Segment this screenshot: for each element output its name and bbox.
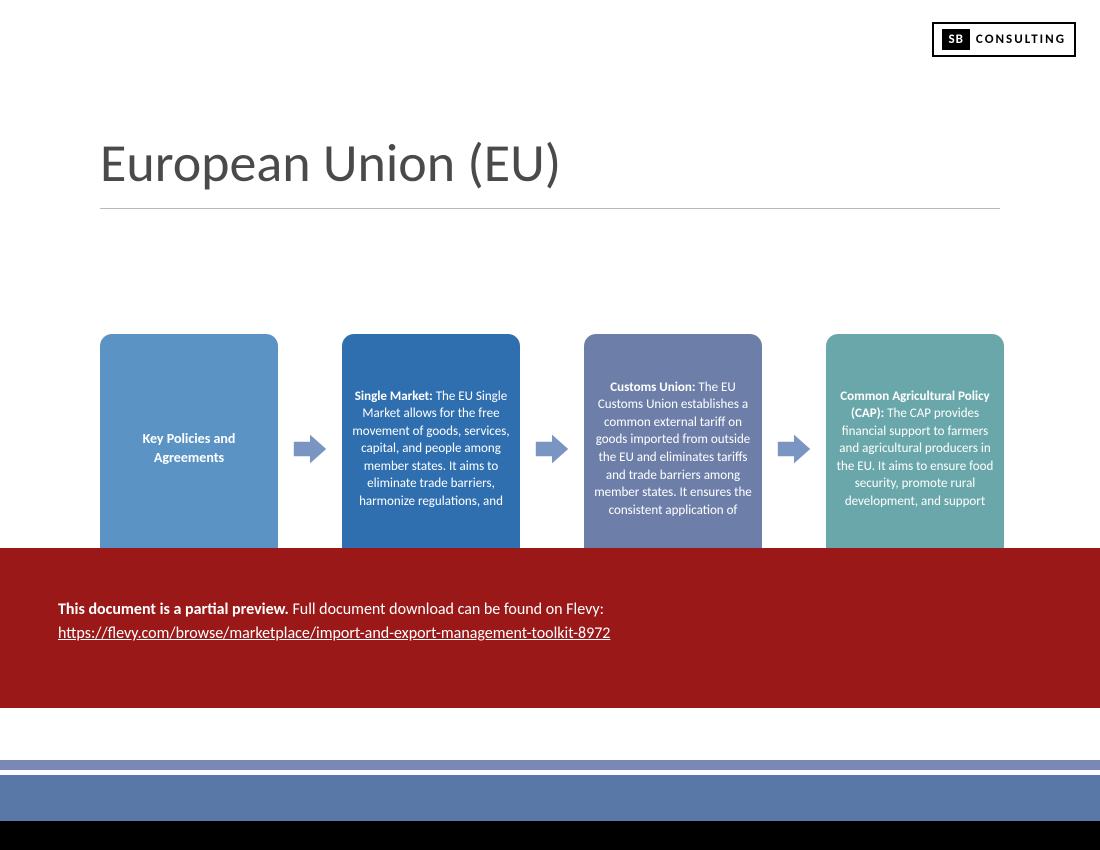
banner-link[interactable]: https://flevy.com/browse/marketplace/imp… [58,624,610,643]
page-title: European Union (EU) [100,130,561,196]
banner-line-1: This document is a partial preview. Full… [58,598,1042,622]
flow-card-cap: Common Agricultural Policy (CAP): The CA… [826,334,1004,564]
flow-card-customs-union: Customs Union: The EU Customs Union esta… [584,334,762,564]
card-title: Key Policies and Agreements [110,430,268,468]
title-divider [100,208,1000,209]
arrow-icon [776,431,812,467]
arrow-icon [534,431,570,467]
brand-logo: SB CONSULTING [932,22,1076,57]
card-text: Common Agricultural Policy (CAP): The CA… [836,388,994,511]
logo-badge: SB [942,29,969,50]
preview-banner: This document is a partial preview. Full… [0,548,1100,708]
footer-stripe-thick [0,775,1100,821]
flow-card-key-policies: Key Policies and Agreements [100,334,278,564]
card-text: Customs Union: The EU Customs Union esta… [594,379,752,519]
arrow-icon [292,431,328,467]
policy-flow: Key Policies and Agreements Single Marke… [100,334,1004,564]
logo-text: CONSULTING [976,32,1066,47]
footer-black-bar [0,821,1100,850]
card-text: Single Market: The EU Single Market allo… [352,388,510,511]
footer-stripe-thin [0,760,1100,770]
flow-card-single-market: Single Market: The EU Single Market allo… [342,334,520,564]
